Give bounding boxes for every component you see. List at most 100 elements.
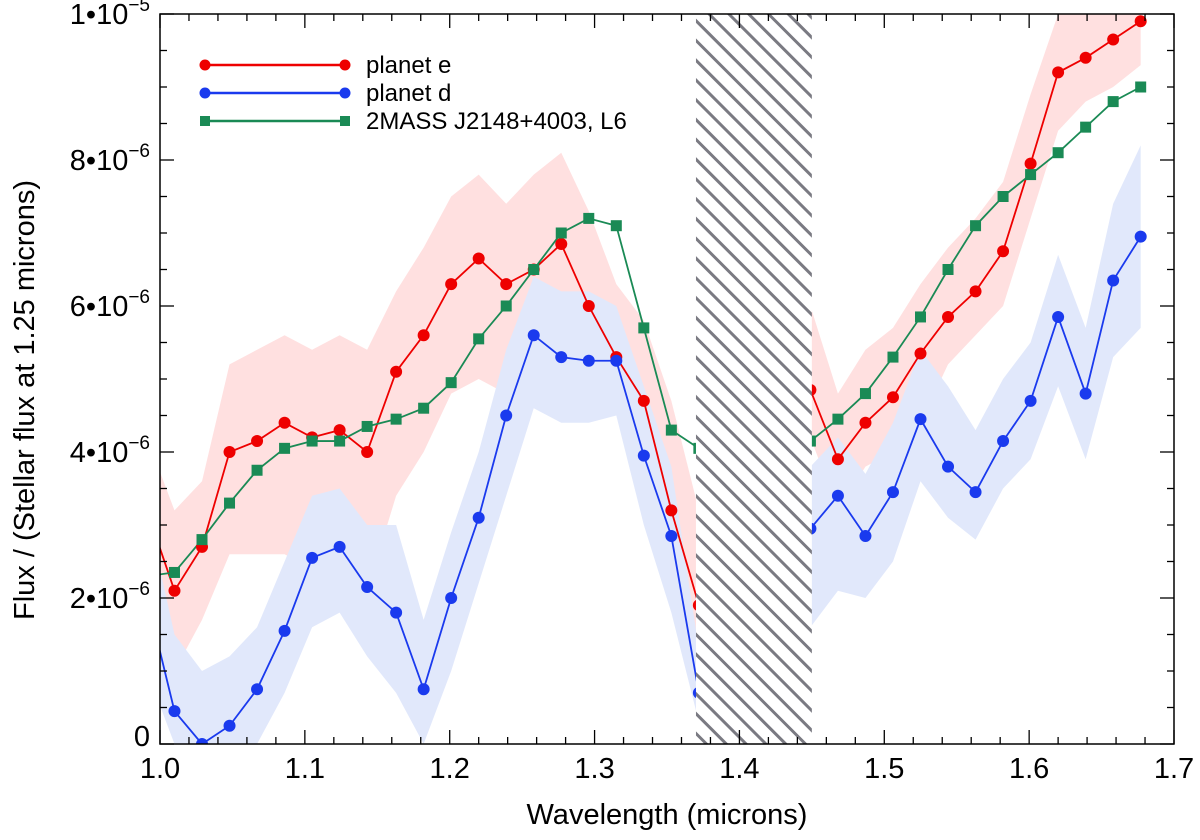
data-point-planet-e	[333, 424, 346, 437]
data-point-planet-e	[997, 245, 1010, 258]
data-point-2mass-j2148-4003-l6	[942, 264, 954, 275]
data-point-planet-e	[168, 584, 181, 597]
data-point-planet-e	[555, 237, 568, 250]
data-point-2mass-j2148-4003-l6	[224, 497, 236, 509]
x-axis-title: Wavelength (microns)	[527, 799, 808, 831]
data-point-planet-d	[969, 486, 982, 499]
data-point-planet-e	[472, 252, 485, 265]
data-point-planet-d	[361, 581, 374, 594]
data-point-planet-d	[390, 606, 403, 619]
axes: 1.0 1.1 1.2 1.3 1.4 1.5 1.6 1.7 0 2•10−6 4•10−6 6•1…	[70, 0, 1194, 785]
data-point-planet-e	[886, 391, 899, 404]
legend-marker-2mass	[200, 116, 210, 126]
data-point-2mass-j2148-4003-l6	[555, 227, 567, 239]
y-axis-title: Flux / (Stellar flux at 1.25 microns)	[9, 180, 41, 620]
data-point-planet-e	[278, 416, 291, 429]
data-point-2mass-j2148-4003-l6	[279, 442, 291, 454]
legend-label-planet-e: planet e	[366, 52, 451, 79]
error-band-planet-d-1	[810, 145, 1141, 628]
data-point-2mass-j2148-4003-l6	[859, 388, 871, 400]
data-point-2mass-j2148-4003-l6	[361, 420, 373, 432]
data-point-planet-d	[223, 719, 236, 732]
legend-label-planet-d: planet d	[366, 80, 451, 107]
x-tick-label: 1.1	[285, 753, 325, 785]
x-tick-label: 1.0	[140, 753, 180, 785]
data-point-planet-e	[1134, 15, 1147, 28]
data-point-2mass-j2148-4003-l6	[832, 413, 844, 425]
data-point-2mass-j2148-4003-l6	[665, 424, 677, 436]
y-tick-label: 0	[134, 721, 150, 753]
data-point-2mass-j2148-4003-l6	[445, 377, 457, 389]
data-point-planet-d	[417, 683, 430, 696]
data-point-planet-e	[831, 453, 844, 466]
data-point-planet-d	[997, 435, 1010, 448]
data-point-2mass-j2148-4003-l6	[528, 264, 540, 275]
legend-marker-planet-e	[199, 59, 211, 71]
data-point-planet-e	[1024, 157, 1037, 170]
data-point-planet-d	[914, 413, 927, 426]
legend-entry-2mass: 2MASS J2148+4003, L6	[200, 108, 627, 135]
legend-entry-planet-d: planet d	[199, 80, 451, 107]
data-point-2mass-j2148-4003-l6	[473, 333, 485, 345]
data-point-planet-d	[637, 449, 650, 462]
data-point-2mass-j2148-4003-l6	[196, 534, 208, 546]
data-point-planet-d	[859, 529, 872, 542]
data-point-planet-e	[1052, 66, 1065, 79]
excluded-wavelength-region	[695, 14, 812, 744]
error-band-planet-d-0	[160, 276, 699, 744]
data-point-planet-d	[500, 409, 513, 422]
data-point-2mass-j2148-4003-l6	[168, 566, 180, 578]
legend-marker-2mass	[340, 116, 350, 126]
x-tick-label: 1.4	[719, 753, 759, 785]
data-point-planet-d	[886, 486, 899, 499]
data-point-planet-d	[831, 489, 844, 502]
error-band-planet-e-0	[160, 152, 699, 686]
data-point-2mass-j2148-4003-l6	[997, 191, 1009, 202]
error-band-planet-e-1	[810, 14, 1141, 511]
y-tick-label: 8•10−6	[70, 141, 150, 177]
legend: planet e planet d 2MASS J2148+4003, L6	[199, 52, 627, 135]
data-point-planet-d	[665, 529, 678, 542]
x-tick-label: 1.3	[574, 753, 614, 785]
x-tick-label: 1.7	[1154, 753, 1194, 785]
legend-entry-planet-e: planet e	[199, 52, 451, 79]
data-point-2mass-j2148-4003-l6	[1025, 169, 1037, 181]
data-point-planet-e	[637, 394, 650, 407]
data-point-2mass-j2148-4003-l6	[1080, 121, 1092, 133]
data-point-planet-e	[665, 504, 678, 517]
data-point-planet-d	[610, 354, 623, 367]
data-point-planet-d	[527, 329, 540, 342]
data-point-planet-d	[278, 624, 291, 637]
data-point-planet-d	[1107, 274, 1120, 287]
y-tick-label: 4•10−6	[70, 433, 150, 469]
data-point-2mass-j2148-4003-l6	[1107, 96, 1119, 108]
data-point-2mass-j2148-4003-l6	[970, 220, 982, 232]
data-point-planet-d	[333, 540, 346, 553]
data-point-planet-e	[969, 285, 982, 298]
data-point-planet-e	[251, 435, 264, 448]
legend-marker-planet-d	[339, 87, 351, 99]
legend-marker-planet-d	[199, 87, 211, 99]
data-point-2mass-j2148-4003-l6	[500, 300, 512, 312]
data-point-planet-e	[914, 347, 927, 360]
x-tick-label: 1.2	[430, 753, 470, 785]
data-point-planet-e	[445, 278, 458, 291]
data-point-planet-e	[141, 504, 153, 516]
data-point-planet-e	[942, 310, 955, 323]
data-point-planet-e	[1107, 33, 1120, 46]
data-point-2mass-j2148-4003-l6	[1135, 81, 1147, 93]
data-point-2mass-j2148-4003-l6	[390, 413, 402, 425]
y-tick-label: 6•10−6	[70, 287, 150, 323]
x-tick-label: 1.6	[1009, 753, 1049, 785]
data-point-2mass-j2148-4003-l6	[251, 464, 263, 476]
data-point-2mass-j2148-4003-l6	[334, 435, 346, 447]
data-point-2mass-j2148-4003-l6	[418, 402, 430, 414]
data-point-planet-d	[1024, 394, 1037, 407]
data-point-planet-d	[1079, 387, 1092, 400]
error-bands	[160, 14, 1141, 744]
data-point-planet-d	[555, 351, 568, 364]
data-point-2mass-j2148-4003-l6	[638, 322, 650, 334]
series-markers	[141, 15, 1147, 744]
data-point-2mass-j2148-4003-l6	[887, 351, 899, 363]
